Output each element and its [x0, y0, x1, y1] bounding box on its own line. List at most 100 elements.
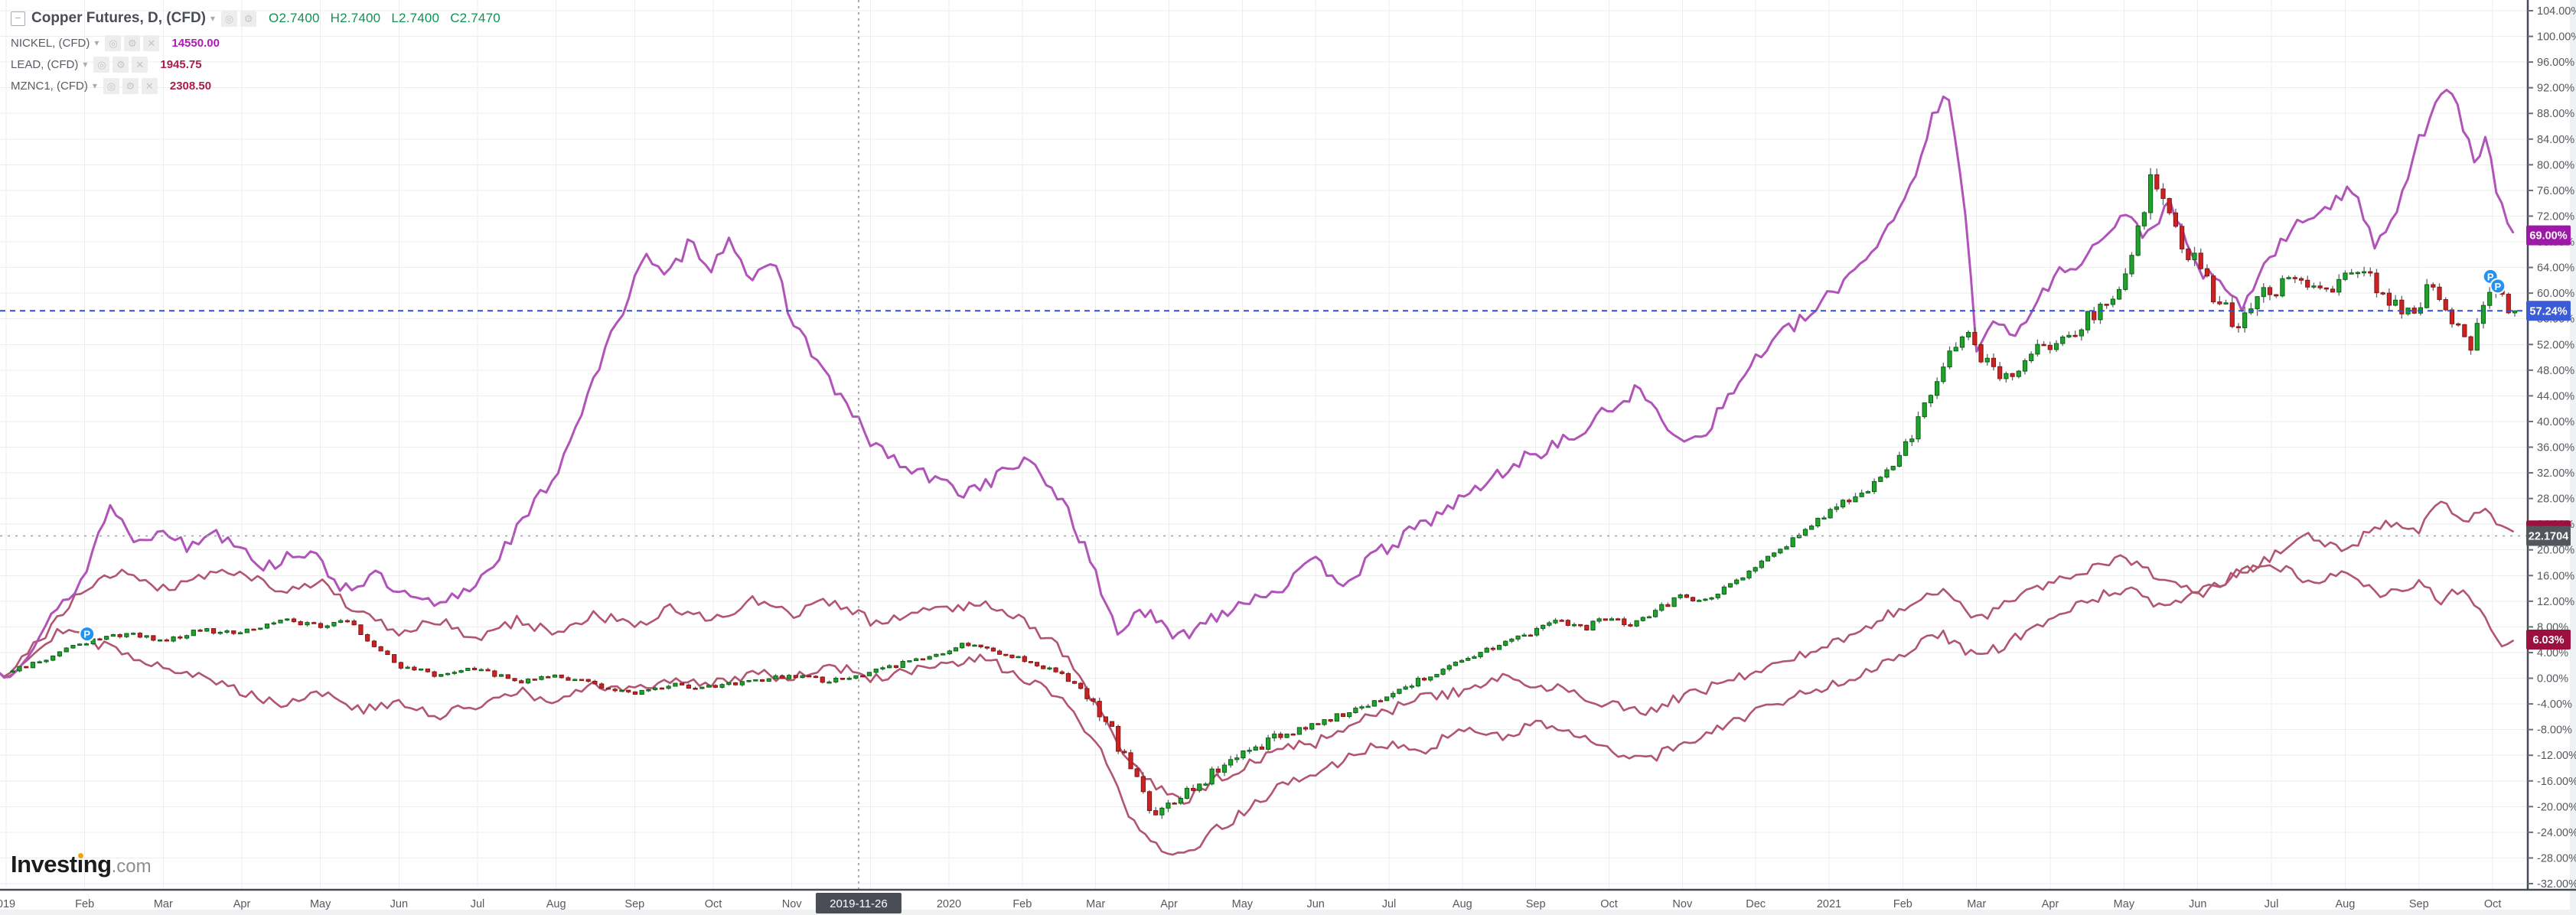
svg-text:16.00%: 16.00% — [2537, 570, 2574, 582]
legend: − Copper Futures, D, (CFD) ▾ ◎ ⚙ O2.7400… — [11, 6, 511, 96]
settings-icon[interactable]: ⚙ — [112, 56, 129, 73]
svg-text:Dec: Dec — [1746, 898, 1766, 910]
svg-text:72.00%: 72.00% — [2537, 210, 2574, 223]
svg-text:48.00%: 48.00% — [2537, 365, 2574, 377]
svg-text:88.00%: 88.00% — [2537, 108, 2574, 120]
visibility-icon[interactable]: ◎ — [103, 77, 119, 94]
settings-icon[interactable]: ⚙ — [240, 10, 257, 27]
svg-text:Aug: Aug — [1453, 898, 1472, 910]
overlay-symbol[interactable]: NICKEL, (CFD) — [11, 36, 90, 50]
svg-text:Sep: Sep — [2409, 898, 2429, 910]
svg-text:22.1704: 22.1704 — [2529, 531, 2568, 543]
chevron-down-icon[interactable]: ▾ — [83, 59, 88, 70]
svg-text:Nov: Nov — [782, 898, 803, 910]
logo-brand: Investı ng — [11, 851, 112, 878]
svg-text:May: May — [310, 898, 331, 910]
mznc1-line[interactable] — [0, 500, 2514, 805]
visibility-icon[interactable]: ◎ — [93, 56, 110, 73]
price-badge: 69.00% — [2526, 225, 2571, 246]
svg-text:52.00%: 52.00% — [2537, 339, 2574, 351]
svg-text:Sep: Sep — [1526, 898, 1546, 910]
svg-text:Jul: Jul — [1382, 898, 1397, 910]
svg-text:96.00%: 96.00% — [2537, 57, 2574, 69]
svg-text:Jun: Jun — [1306, 898, 1324, 910]
svg-text:-28.00%: -28.00% — [2537, 852, 2576, 865]
svg-text:28.00%: 28.00% — [2537, 493, 2574, 506]
svg-text:May: May — [2114, 898, 2135, 910]
time-scale[interactable]: 019 Feb Mar Apr May Jun Jul Aug Sep Oct Nov 2020 Feb… — [0, 888, 2576, 910]
svg-text:104.00%: 104.00% — [2537, 5, 2576, 18]
svg-text:Aug: Aug — [2336, 898, 2356, 910]
grid-lines — [0, 0, 2528, 890]
collapse-icon[interactable]: − — [11, 11, 25, 26]
price-scale[interactable]: -32.00% -28.00% -24.00% -20.00% -16.00% -12.0… — [2526, 0, 2576, 891]
svg-text:-16.00%: -16.00% — [2537, 776, 2576, 788]
close-icon[interactable]: ✕ — [141, 77, 158, 94]
close-icon[interactable]: ✕ — [143, 34, 160, 51]
svg-text:80.00%: 80.00% — [2537, 159, 2574, 171]
svg-text:40.00%: 40.00% — [2537, 416, 2574, 428]
symbol-title[interactable]: Copper Futures, D, (CFD) — [31, 10, 206, 26]
nickel-line[interactable] — [0, 89, 2515, 679]
svg-text:Apr: Apr — [1160, 898, 1178, 910]
svg-text:60.00%: 60.00% — [2537, 288, 2574, 300]
ohlc-values: O2.7400 H2.7400 L2.7400 C2.7470 — [269, 11, 511, 26]
svg-text:Mar: Mar — [154, 898, 173, 910]
svg-text:-20.00%: -20.00% — [2537, 801, 2576, 813]
low-value: L2.7400 — [391, 11, 440, 25]
svg-text:76.00%: 76.00% — [2537, 185, 2574, 197]
settings-icon[interactable]: ⚙ — [122, 77, 139, 94]
logo-suffix: .com — [111, 856, 152, 877]
overlay-symbol[interactable]: MZNC1, (CFD) — [11, 79, 88, 93]
svg-text:36.00%: 36.00% — [2537, 442, 2574, 454]
position-marker[interactable]: P — [79, 626, 96, 643]
legend-row-nickel: NICKEL, (CFD) ▾ ◎ ⚙ ✕ 14550.00 — [11, 32, 511, 54]
svg-text:2019-11-26: 2019-11-26 — [830, 897, 888, 910]
svg-text:Jul: Jul — [2265, 898, 2279, 910]
legend-row-main: − Copper Futures, D, (CFD) ▾ ◎ ⚙ O2.7400… — [11, 6, 511, 31]
settings-icon[interactable]: ⚙ — [124, 34, 141, 51]
svg-text:P: P — [2495, 281, 2502, 292]
svg-text:-24.00%: -24.00% — [2537, 827, 2576, 839]
svg-text:-32.00%: -32.00% — [2537, 878, 2576, 891]
svg-text:64.00%: 64.00% — [2537, 262, 2574, 275]
svg-text:Mar: Mar — [1967, 898, 1986, 910]
position-marker[interactable]: P — [2490, 278, 2506, 295]
svg-text:Nov: Nov — [1672, 898, 1693, 910]
chevron-down-icon[interactable]: ▾ — [94, 37, 99, 48]
overlay-symbol[interactable]: LEAD, (CFD) — [11, 57, 79, 71]
svg-text:Jun: Jun — [2189, 898, 2206, 910]
close-icon[interactable]: ✕ — [132, 56, 148, 73]
svg-text:Feb: Feb — [1012, 898, 1032, 910]
lead-line[interactable] — [0, 564, 2514, 856]
visibility-icon[interactable]: ◎ — [105, 34, 122, 51]
crosshair-date-badge: 2019-11-26 — [815, 893, 902, 913]
svg-text:Sep: Sep — [624, 898, 644, 910]
chevron-down-icon[interactable]: ▾ — [92, 80, 97, 91]
svg-text:4.00%: 4.00% — [2537, 647, 2568, 659]
svg-text:0.00%: 0.00% — [2537, 673, 2568, 685]
svg-text:Apr: Apr — [233, 898, 251, 910]
svg-text:57.24%: 57.24% — [2529, 305, 2567, 317]
svg-text:Oct: Oct — [705, 898, 722, 910]
chevron-down-icon[interactable]: ▾ — [210, 13, 216, 24]
investing-logo[interactable]: Investı ng.com — [11, 851, 152, 878]
svg-text:6.03%: 6.03% — [2532, 634, 2564, 646]
overlay-last-value: 14550.00 — [171, 36, 220, 50]
svg-text:May: May — [1232, 898, 1254, 910]
price-badge: 57.24% — [2526, 301, 2571, 321]
svg-text:69.00%: 69.00% — [2529, 230, 2567, 243]
bottom-gutter — [0, 910, 2576, 915]
svg-text:Jul: Jul — [471, 898, 485, 910]
overlay-last-value: 2308.50 — [169, 79, 212, 93]
right-gutter — [2570, 0, 2576, 915]
overlay-last-value: 1945.75 — [160, 57, 202, 71]
svg-text:-12.00%: -12.00% — [2537, 750, 2576, 762]
svg-text:019: 019 — [0, 898, 15, 910]
svg-text:Oct: Oct — [1600, 898, 1618, 910]
svg-text:-4.00%: -4.00% — [2537, 698, 2572, 711]
visibility-icon[interactable]: ◎ — [221, 10, 238, 27]
